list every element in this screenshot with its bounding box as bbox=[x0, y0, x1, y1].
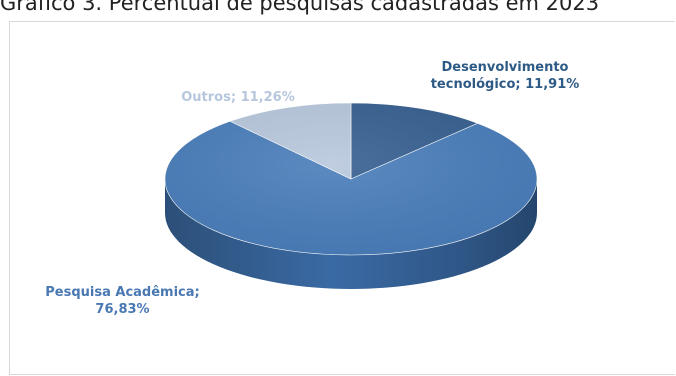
chart-frame: Desenvolvimento tecnológico; 11,91% Pesq… bbox=[9, 21, 675, 375]
chart-title: Gráfico 3. Percentual de pesquisas cadas… bbox=[0, 0, 676, 15]
pie-top-shading bbox=[165, 103, 537, 255]
data-label-pesquisa-line2: 76,83% bbox=[35, 301, 210, 318]
data-label-desenvolvimento-line1: Desenvolvimento bbox=[430, 59, 580, 76]
data-label-pesquisa-line1: Pesquisa Acadêmica; bbox=[35, 284, 210, 301]
data-label-desenvolvimento-line2: tecnológico; 11,91% bbox=[430, 76, 580, 93]
data-label-outros: Outros; 11,26% bbox=[168, 89, 308, 106]
data-label-outros-line1: Outros; 11,26% bbox=[168, 89, 308, 106]
data-label-desenvolvimento: Desenvolvimento tecnológico; 11,91% bbox=[430, 59, 580, 93]
data-label-pesquisa-academica: Pesquisa Acadêmica; 76,83% bbox=[35, 284, 210, 318]
